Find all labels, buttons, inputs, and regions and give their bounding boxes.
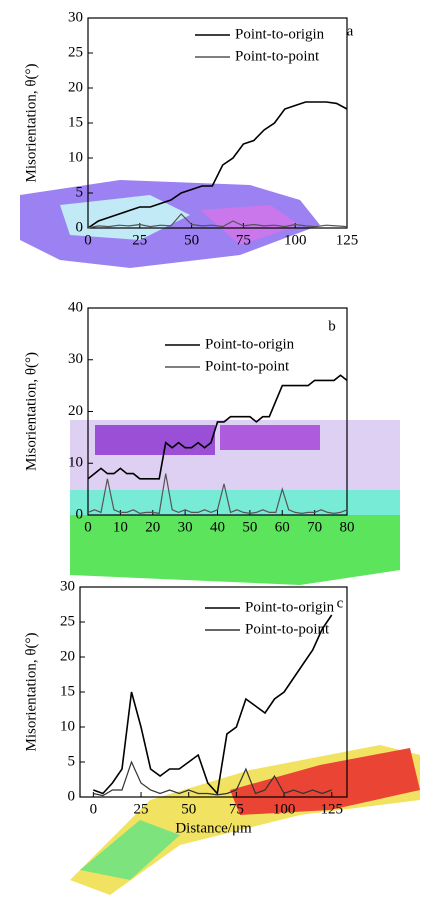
y-tick-label: 5 [68, 753, 76, 769]
x-tick-label: 125 [336, 232, 359, 248]
x-tick-label: 125 [320, 801, 343, 817]
legend-label: Point-to-origin [235, 26, 325, 42]
series-line [87, 101, 348, 229]
x-tick-label: 30 [178, 519, 193, 535]
x-tick-label: 50 [242, 519, 257, 535]
y-tick-label: 20 [60, 648, 75, 664]
x-tick-label: 100 [273, 801, 296, 817]
x-tick-label: 75 [236, 232, 251, 248]
x-tick-label: 80 [340, 519, 355, 535]
legend-label: Point-to-point [235, 48, 320, 64]
ebsd-map-c [70, 745, 420, 895]
y-tick-label: 10 [68, 149, 83, 165]
y-tick-label: 0 [76, 219, 84, 235]
x-tick-label: 60 [275, 519, 290, 535]
series-line [93, 760, 332, 797]
series-line [87, 374, 348, 480]
legend-label: Point-to-point [205, 358, 290, 374]
y-tick-label: 40 [68, 299, 83, 315]
y-tick-label: 25 [60, 613, 75, 629]
panel-label: b [328, 318, 336, 334]
series-line [87, 473, 348, 515]
panel-label: c [337, 595, 344, 611]
x-tick-label: 20 [145, 519, 160, 535]
y-tick-label: 15 [68, 114, 83, 130]
x-tick-label: 75 [229, 801, 244, 817]
x-tick-label: 40 [210, 519, 225, 535]
x-tick-label: 50 [181, 801, 196, 817]
y-tick-label: 30 [60, 578, 75, 594]
x-tick-label: 0 [84, 519, 92, 535]
x-axis-title: Distance/μm [175, 820, 252, 836]
x-tick-label: 100 [284, 232, 307, 248]
y-axis-title: Misorientation, θ(°) [23, 63, 39, 182]
plots: 0 25 50 75 100 125051015202530Misorientation,… [23, 9, 358, 836]
series-line [87, 213, 348, 229]
panel-label: a [347, 23, 354, 39]
y-axis-title: Misorientation, θ(°) [23, 632, 39, 751]
legend-label: Point-to-origin [205, 336, 295, 352]
x-tick-label: 50 [184, 232, 199, 248]
ebsd-map-b [70, 420, 400, 585]
x-tick-label: 25 [134, 801, 149, 817]
y-tick-label: 25 [68, 44, 83, 60]
y-tick-label: 15 [60, 683, 75, 699]
y-tick-label: 10 [60, 718, 75, 734]
y-tick-label: 30 [68, 351, 83, 367]
x-tick-label: 0 [90, 801, 98, 817]
ebsd-map-a [20, 180, 320, 268]
x-tick-label: 0 [84, 232, 92, 248]
x-tick-label: 70 [307, 519, 322, 535]
legend-label: Point-to-origin [245, 599, 335, 615]
y-tick-label: 20 [68, 403, 83, 419]
y-tick-label: 30 [68, 9, 83, 25]
y-tick-label: 0 [68, 788, 76, 804]
x-tick-label: 10 [113, 519, 128, 535]
legend-label: Point-to-point [245, 621, 330, 637]
y-tick-label: 5 [76, 184, 84, 200]
x-tick-label: 25 [132, 232, 147, 248]
y-axis-title: Misorientation, θ(°) [23, 352, 39, 471]
series-line [93, 614, 333, 796]
y-tick-label: 20 [68, 79, 83, 95]
y-tick-label: 10 [68, 455, 83, 471]
y-tick-label: 0 [76, 506, 84, 522]
